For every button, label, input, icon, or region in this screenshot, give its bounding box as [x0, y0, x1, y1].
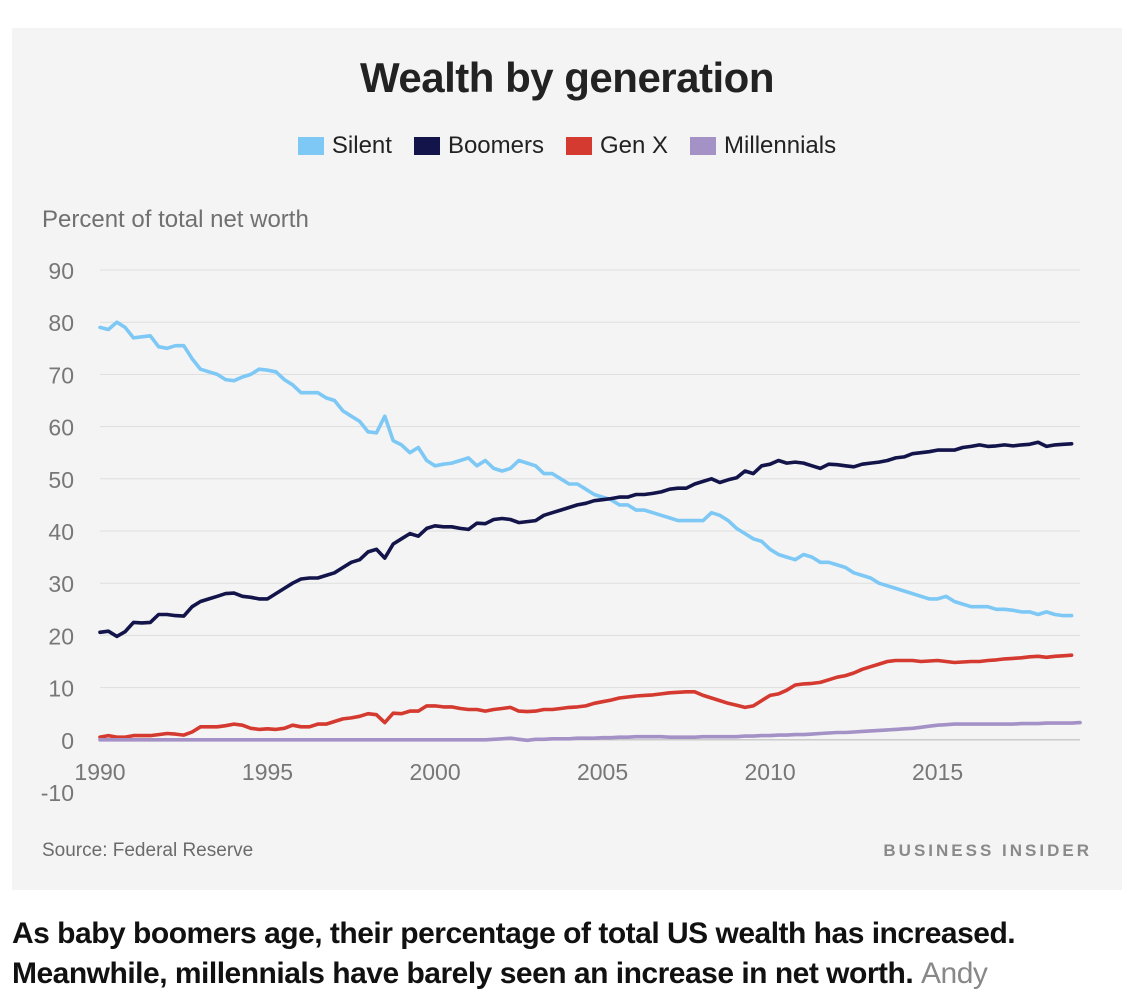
x-tick-label: 2010 [744, 759, 795, 785]
x-tick-label: 2000 [409, 759, 460, 785]
legend-item-boomers: Boomers [413, 132, 544, 160]
legend-item-silent: Silent [297, 132, 392, 160]
y-tick-label: 60 [48, 415, 74, 441]
y-tick-label: 80 [48, 310, 74, 336]
caption-credit: Andy [921, 957, 988, 990]
x-tick-label: 2015 [912, 759, 963, 785]
legend-label: Gen X [600, 132, 669, 159]
chart-legend: Silent Boomers Gen X Millennials [12, 132, 1122, 160]
legend-label: Millennials [724, 132, 837, 159]
y-tick-label: 90 [48, 258, 74, 284]
source-note: Source: Federal Reserve [42, 840, 254, 861]
chart-card: Wealth by generation Silent Boomers Gen X M… [12, 28, 1122, 890]
brand-logo-text: BUSINESS INSIDER [883, 841, 1092, 860]
legend-swatch [297, 137, 324, 155]
caption-text: As baby boomers age, their percentage of… [12, 917, 1016, 990]
legend-swatch [566, 137, 592, 155]
series-line-millennials [98, 720, 1082, 743]
legend-swatch [690, 137, 717, 155]
legend-label: Silent [331, 132, 392, 159]
y-tick-label: -10 [41, 780, 74, 806]
y-tick-label: 50 [48, 467, 74, 493]
series-line-silent [98, 320, 1074, 618]
image-caption: As baby boomers age, their percentage of… [12, 914, 1112, 994]
y-axis-label: Percent of total net worth [42, 206, 309, 233]
x-tick-label: 1990 [74, 759, 125, 785]
y-tick-label: 0 [61, 728, 74, 754]
chart-plot-area: Percent of total net worth 90 80 70 60 50 40 30… [41, 206, 1082, 806]
y-tick-label: 10 [48, 676, 74, 702]
series-line-boomers [98, 440, 1074, 639]
legend-item-gen-x: Gen X [566, 132, 668, 160]
chart-title: Wealth by generation [360, 54, 774, 101]
legend-swatch [413, 137, 440, 155]
legend-label: Boomers [447, 132, 544, 159]
x-tick-label: 1995 [242, 759, 293, 785]
legend-item-millennials: Millennials [690, 132, 836, 160]
y-tick-label: 30 [48, 571, 74, 597]
series-line-gen-x [98, 653, 1074, 740]
y-tick-label: 40 [48, 519, 74, 545]
y-tick-label: 20 [48, 623, 74, 649]
y-tick-label: 70 [48, 362, 74, 388]
x-tick-label: 2005 [577, 759, 628, 785]
